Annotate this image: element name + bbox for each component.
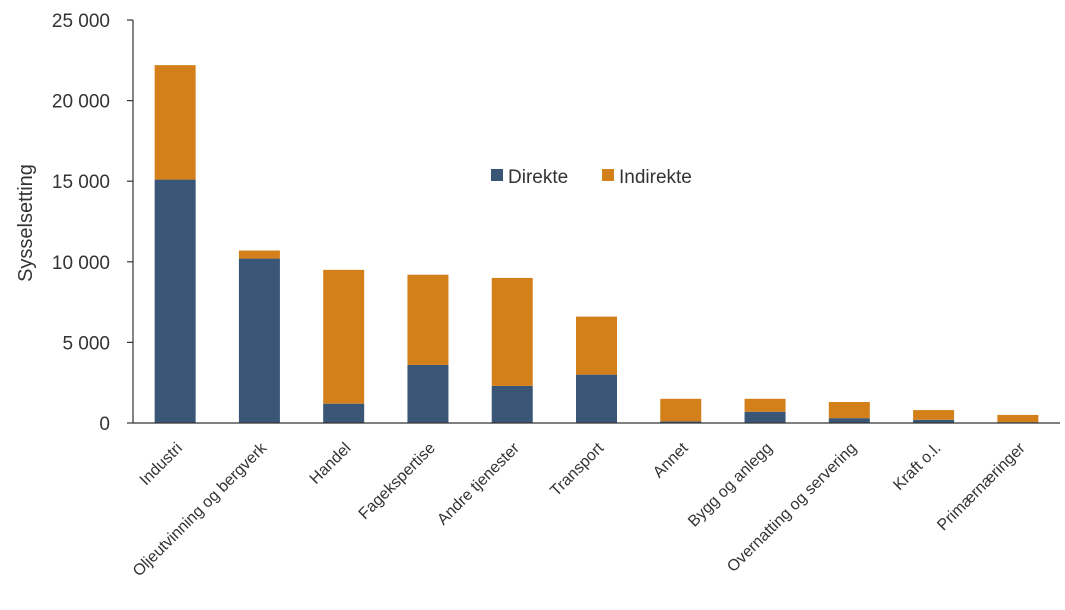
bar-direkte-7 bbox=[744, 411, 786, 423]
x-category-label: Handel bbox=[307, 440, 355, 488]
x-category-label: Kraft o.l. bbox=[890, 440, 944, 494]
x-category-label: Andre tjenester bbox=[434, 439, 523, 528]
bar-direkte-6 bbox=[660, 421, 702, 423]
bar-indirekte-2 bbox=[323, 269, 365, 404]
legend-swatch-direkte bbox=[491, 169, 503, 181]
bar-indirekte-4 bbox=[491, 277, 533, 386]
y-ticks-group: 0 5 000 10 000 15 000 20 000 25 000 bbox=[52, 11, 133, 435]
bar-direkte-5 bbox=[576, 374, 617, 423]
y-axis-title: Sysselsetting bbox=[15, 164, 37, 282]
bar-indirekte-6 bbox=[660, 398, 702, 422]
bar-indirekte-8 bbox=[828, 402, 870, 419]
bar-indirekte-5 bbox=[576, 316, 617, 375]
bar-direkte-3 bbox=[407, 364, 449, 423]
x-category-label: Oljeutvinning og bergverk bbox=[130, 439, 271, 580]
legend-label-indirekte: Indirekte bbox=[619, 167, 692, 188]
bar-direkte-2 bbox=[323, 403, 365, 423]
y-tick-label: 25 000 bbox=[52, 11, 110, 32]
bars-group bbox=[154, 65, 1039, 423]
bar-direkte-1 bbox=[238, 258, 280, 423]
x-category-label: Annet bbox=[650, 439, 692, 481]
x-category-label: Fagekspertise bbox=[356, 440, 439, 523]
legend-label-direkte: Direkte bbox=[508, 167, 568, 188]
bar-indirekte-3 bbox=[407, 274, 449, 365]
bar-direkte-9 bbox=[913, 419, 955, 423]
bar-direkte-4 bbox=[491, 385, 533, 423]
x-category-label: Primærnæringer bbox=[934, 439, 1029, 534]
y-tick-label: 10 000 bbox=[52, 253, 110, 274]
bar-indirekte-9 bbox=[913, 410, 955, 420]
x-category-label: Industri bbox=[137, 440, 186, 489]
bar-indirekte-7 bbox=[744, 398, 786, 412]
y-tick-label: 0 bbox=[99, 414, 110, 435]
legend-swatch-indirekte bbox=[602, 169, 614, 181]
legend: Direkte Indirekte bbox=[491, 167, 692, 188]
y-tick-label: 5 000 bbox=[62, 333, 110, 354]
bar-indirekte-10 bbox=[997, 414, 1039, 423]
x-category-label: Bygg og anlegg bbox=[685, 440, 776, 531]
x-category-label: Transport bbox=[547, 439, 607, 499]
bar-direkte-8 bbox=[828, 418, 870, 423]
bar-indirekte-0 bbox=[154, 65, 196, 180]
bar-indirekte-1 bbox=[238, 250, 280, 259]
y-tick-label: 20 000 bbox=[52, 92, 110, 113]
axes-group bbox=[132, 20, 1060, 424]
bar-direkte-0 bbox=[154, 179, 196, 423]
y-tick-label: 15 000 bbox=[52, 172, 110, 193]
